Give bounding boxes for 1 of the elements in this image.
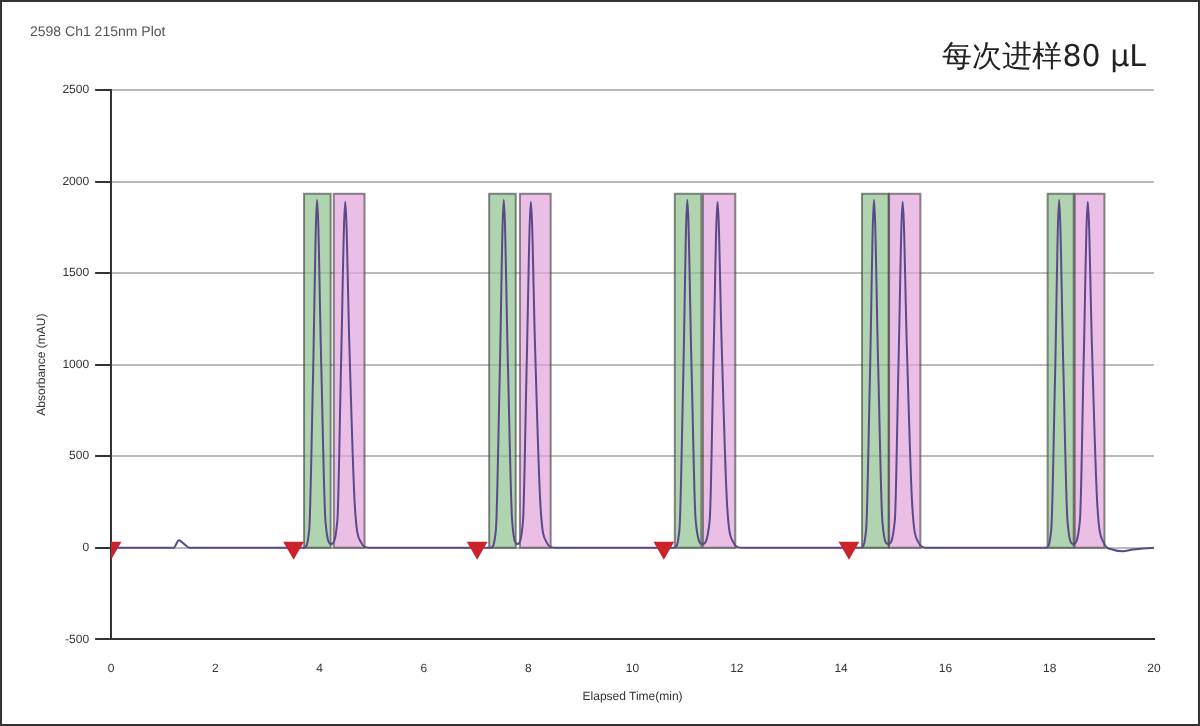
text: 每次进样80 µL	[942, 38, 1146, 76]
